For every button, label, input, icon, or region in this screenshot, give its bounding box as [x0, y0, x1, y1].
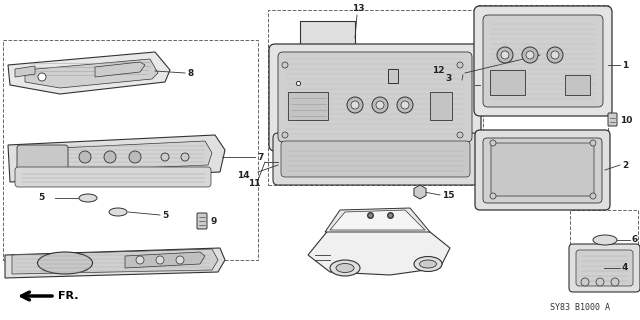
Circle shape [590, 140, 596, 146]
Bar [300, 51, 312, 73]
Ellipse shape [419, 260, 436, 268]
Bar [342, 63, 350, 70]
FancyBboxPatch shape [475, 130, 610, 210]
Text: 5: 5 [38, 194, 44, 203]
Text: 7: 7 [257, 153, 264, 162]
Bar [342, 51, 354, 73]
Circle shape [490, 193, 496, 199]
Bar [288, 92, 328, 120]
Bar [388, 69, 398, 83]
Bar [3, 40, 258, 260]
Circle shape [38, 73, 46, 81]
Bar [430, 92, 452, 120]
Circle shape [136, 256, 144, 264]
Circle shape [372, 97, 388, 113]
Text: 1: 1 [622, 60, 628, 69]
FancyBboxPatch shape [608, 113, 617, 126]
Ellipse shape [593, 235, 617, 245]
Text: 14: 14 [237, 171, 250, 180]
Bar [268, 10, 483, 185]
Polygon shape [15, 66, 35, 77]
Text: 6: 6 [632, 236, 638, 244]
Text: 8: 8 [187, 68, 193, 77]
Polygon shape [95, 62, 145, 77]
Text: 2: 2 [622, 161, 628, 170]
Polygon shape [325, 208, 430, 232]
Polygon shape [25, 59, 158, 88]
Circle shape [547, 47, 563, 63]
Text: 9: 9 [210, 217, 216, 226]
Text: 4: 4 [622, 263, 628, 273]
Circle shape [590, 193, 596, 199]
Circle shape [282, 132, 288, 138]
FancyBboxPatch shape [273, 133, 478, 185]
Text: 5: 5 [162, 211, 168, 220]
Text: 15: 15 [442, 190, 454, 199]
Polygon shape [12, 249, 218, 274]
Text: 13: 13 [352, 4, 365, 12]
Circle shape [347, 97, 363, 113]
Ellipse shape [330, 260, 360, 276]
Polygon shape [8, 135, 225, 182]
Circle shape [401, 101, 409, 109]
Text: 3: 3 [445, 74, 451, 83]
Polygon shape [5, 248, 225, 278]
Circle shape [596, 278, 604, 286]
Circle shape [457, 132, 463, 138]
Bar [307, 63, 315, 70]
Bar [478, 5, 608, 135]
FancyBboxPatch shape [17, 145, 68, 173]
Circle shape [611, 278, 619, 286]
Circle shape [161, 153, 169, 161]
Circle shape [282, 62, 288, 68]
Polygon shape [8, 52, 170, 94]
Polygon shape [18, 141, 212, 173]
FancyBboxPatch shape [278, 52, 472, 142]
Ellipse shape [414, 257, 442, 271]
Text: FR.: FR. [58, 291, 79, 301]
Circle shape [581, 278, 589, 286]
Bar [490, 70, 525, 95]
Circle shape [497, 47, 513, 63]
FancyBboxPatch shape [269, 44, 481, 151]
Text: SY83 B1000 A: SY83 B1000 A [550, 303, 610, 313]
Circle shape [490, 140, 496, 146]
Ellipse shape [38, 252, 93, 274]
Bar [300, 21, 355, 53]
Circle shape [176, 256, 184, 264]
Circle shape [351, 101, 359, 109]
Text: 12: 12 [432, 66, 445, 75]
Polygon shape [125, 252, 205, 268]
Circle shape [156, 256, 164, 264]
FancyBboxPatch shape [15, 167, 211, 187]
Circle shape [181, 153, 189, 161]
Circle shape [397, 97, 413, 113]
Polygon shape [330, 210, 425, 230]
Ellipse shape [336, 263, 354, 273]
Bar [570, 210, 638, 290]
FancyBboxPatch shape [483, 15, 603, 107]
FancyBboxPatch shape [491, 143, 594, 196]
FancyBboxPatch shape [197, 213, 207, 229]
FancyBboxPatch shape [281, 141, 470, 177]
Circle shape [104, 151, 116, 163]
Text: 11: 11 [248, 179, 260, 188]
Text: 10: 10 [620, 116, 632, 124]
Circle shape [457, 62, 463, 68]
Circle shape [522, 47, 538, 63]
Bar [565, 75, 590, 95]
Circle shape [129, 151, 141, 163]
FancyBboxPatch shape [576, 250, 633, 286]
Circle shape [551, 51, 559, 59]
Circle shape [376, 101, 384, 109]
Polygon shape [308, 220, 450, 275]
Ellipse shape [109, 208, 127, 216]
FancyBboxPatch shape [483, 138, 602, 203]
FancyBboxPatch shape [569, 244, 640, 292]
Circle shape [526, 51, 534, 59]
FancyBboxPatch shape [474, 6, 612, 116]
Circle shape [501, 51, 509, 59]
Circle shape [79, 151, 91, 163]
Ellipse shape [79, 194, 97, 202]
